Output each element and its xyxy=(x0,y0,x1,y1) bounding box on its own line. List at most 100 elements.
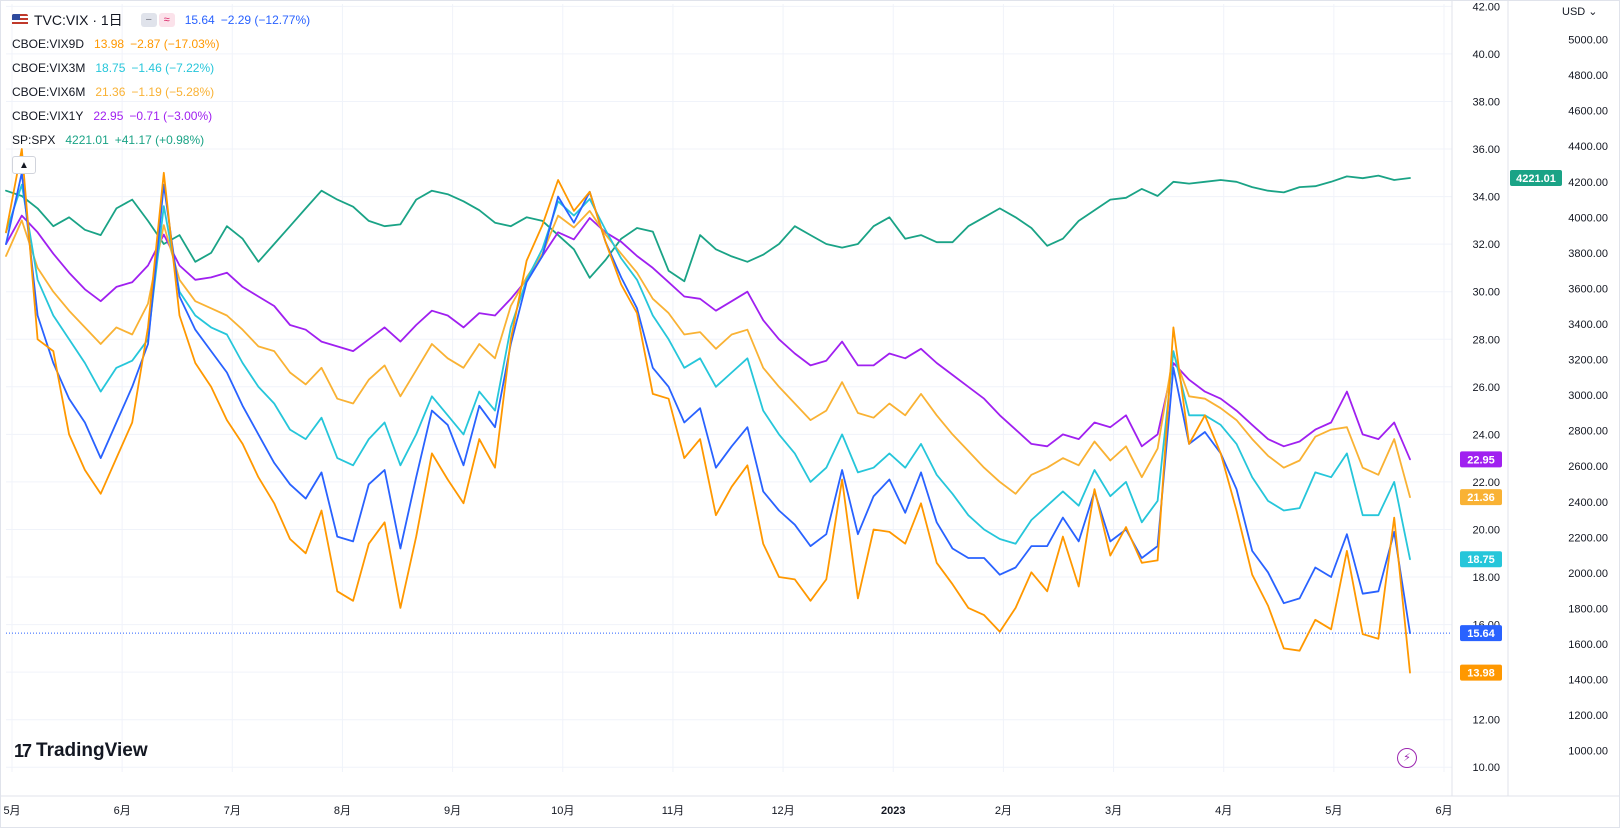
currency-label: USD xyxy=(1562,6,1586,18)
y-right-tick-label: 4800.00 xyxy=(1568,70,1608,82)
y-right-tick-label: 5000.00 xyxy=(1568,35,1608,47)
us-flag-icon xyxy=(12,14,28,26)
price-badge xyxy=(1460,664,1502,681)
series-line xyxy=(5,183,1411,561)
x-tick-label: 7月 xyxy=(224,805,241,817)
y-left-tick-label: 38.00 xyxy=(1472,96,1500,108)
series-line xyxy=(5,171,1411,634)
legend-symbol[interactable]: CBOE:VIX9D xyxy=(12,37,85,51)
legend-symbol[interactable]: TVC:VIX · 1日 xyxy=(34,12,123,28)
legend-symbol[interactable]: CBOE:VIX1Y xyxy=(12,109,84,123)
y-right-tick-label: 3800.00 xyxy=(1568,248,1608,260)
legend-value: 4221.01 xyxy=(65,133,109,147)
y-right-tick-label: 1400.00 xyxy=(1568,675,1608,687)
price-badge xyxy=(1460,451,1502,468)
y-left-tick-label: 40.00 xyxy=(1472,49,1500,61)
price-badge-label: 22.95 xyxy=(1467,454,1495,466)
x-tick-label: 5月 xyxy=(3,805,20,817)
price-badge xyxy=(1460,551,1502,568)
legend-row[interactable]: CBOE:VIX9D 13.98 −2.87 (−17.03%) xyxy=(12,32,316,56)
legend-symbol[interactable]: CBOE:VIX6M xyxy=(12,85,86,99)
series-line xyxy=(5,174,1411,283)
minus-icon[interactable]: − xyxy=(140,13,157,27)
price-badge-label: 21.36 xyxy=(1467,492,1495,504)
y-left-tick-label: 20.00 xyxy=(1472,524,1500,536)
x-tick-label: 11月 xyxy=(662,805,684,817)
legend-change: −1.46 (−7.22%) xyxy=(131,61,215,75)
brand-name: TradingView xyxy=(36,740,148,761)
price-badge xyxy=(1460,625,1502,642)
y-left-tick-label: 26.00 xyxy=(1472,382,1500,394)
legend-value: 22.95 xyxy=(93,109,124,123)
x-tick-label: 12月 xyxy=(771,805,794,817)
legend-row[interactable]: SP:SPX 4221.01 +41.17 (+0.98%) xyxy=(12,128,316,152)
y-right-tick-label: 3200.00 xyxy=(1568,355,1608,367)
legend-symbol[interactable]: CBOE:VIX3M xyxy=(12,61,86,75)
x-tick-label: 9月 xyxy=(444,805,461,817)
y-right-tick-label: 4000.00 xyxy=(1568,212,1608,224)
legend-change: −2.29 (−12.77%) xyxy=(220,13,311,27)
y-right-tick-label: 2600.00 xyxy=(1568,461,1608,473)
legend-change: +41.17 (+0.98%) xyxy=(114,133,205,147)
legend-change: −2.87 (−17.03%) xyxy=(130,37,220,51)
x-tick-label: 2月 xyxy=(995,805,1012,817)
y-right-tick-label: 1000.00 xyxy=(1568,746,1608,758)
wave-icon[interactable]: ≈ xyxy=(158,13,175,27)
legend-value: 13.98 xyxy=(94,37,125,51)
y-right-tick-label: 1600.00 xyxy=(1568,639,1608,651)
price-badge-label: 18.75 xyxy=(1467,554,1495,566)
chevron-down-icon: ⌄ xyxy=(1588,6,1598,18)
x-tick-label: 4月 xyxy=(1215,805,1232,817)
price-badge-label: 15.64 xyxy=(1467,628,1495,640)
currency-selector[interactable]: USD ⌄ xyxy=(1562,5,1598,18)
legend-row[interactable]: CBOE:VIX6M 21.36 −1.19 (−5.28%) xyxy=(12,80,316,104)
legend-value: 15.64 xyxy=(184,13,215,27)
y-left-tick-label: 12.00 xyxy=(1472,715,1500,727)
x-tick-label: 2023 xyxy=(881,805,905,817)
y-left-tick-label: 32.00 xyxy=(1472,239,1500,251)
y-right-tick-label: 2200.00 xyxy=(1568,532,1608,544)
x-tick-label: 6月 xyxy=(1435,805,1452,817)
y-left-tick-label: 42.00 xyxy=(1472,1,1500,13)
y-right-tick-label: 1800.00 xyxy=(1568,603,1608,615)
legend-row-main[interactable]: TVC:VIX · 1日 − ≈ 15.64 −2.29 (−12.77%) xyxy=(12,8,316,32)
y-right-tick-label: 3400.00 xyxy=(1568,319,1608,331)
chart-legend: TVC:VIX · 1日 − ≈ 15.64 −2.29 (−12.77%) C… xyxy=(12,8,316,174)
legend-value: 18.75 xyxy=(95,61,126,75)
price-badge xyxy=(1460,489,1502,506)
y-right-tick-label: 2400.00 xyxy=(1568,497,1608,509)
y-left-tick-label: 18.00 xyxy=(1472,572,1500,584)
y-right-tick-label: 4600.00 xyxy=(1568,106,1608,118)
y-right-tick-label: 1200.00 xyxy=(1568,710,1608,722)
price-badge-label: 13.98 xyxy=(1467,668,1495,680)
x-tick-label: 6月 xyxy=(114,805,131,817)
chevron-up-icon[interactable]: ▲ xyxy=(12,156,36,174)
y-left-tick-label: 34.00 xyxy=(1472,192,1500,204)
y-left-tick-label: 22.00 xyxy=(1472,477,1500,489)
x-tick-label: 3月 xyxy=(1105,805,1122,817)
legend-toggle-pills[interactable]: − ≈ xyxy=(140,13,175,27)
legend-row[interactable]: CBOE:VIX1Y 22.95 −0.71 (−3.00%) xyxy=(12,104,316,128)
y-left-tick-label: 10.00 xyxy=(1472,762,1500,774)
x-tick-label: 8月 xyxy=(334,805,351,817)
y-left-tick-label: 28.00 xyxy=(1472,334,1500,346)
tradingview-logo[interactable]: 17 TradingView xyxy=(14,740,148,762)
y-right-tick-label: 4400.00 xyxy=(1568,141,1608,153)
y-right-tick-label: 2000.00 xyxy=(1568,568,1608,580)
y-left-tick-label: 36.00 xyxy=(1472,144,1500,156)
x-tick-label: 5月 xyxy=(1325,805,1342,817)
series-line xyxy=(5,209,1411,499)
legend-change: −0.71 (−3.00%) xyxy=(129,109,213,123)
series-line xyxy=(5,148,1411,674)
y-right-tick-label: 3000.00 xyxy=(1568,390,1608,402)
tradingview-logo-icon: 17 xyxy=(14,740,32,761)
legend-value: 21.36 xyxy=(95,85,126,99)
lightning-icon[interactable]: ⚡ xyxy=(1397,748,1417,768)
y-left-tick-label: 30.00 xyxy=(1472,287,1500,299)
x-tick-label: 10月 xyxy=(551,805,574,817)
legend-symbol[interactable]: SP:SPX xyxy=(12,133,56,147)
legend-row[interactable]: CBOE:VIX3M 18.75 −1.46 (−7.22%) xyxy=(12,56,316,80)
y-right-tick-label: 4200.00 xyxy=(1568,177,1608,189)
legend-change: −1.19 (−5.28%) xyxy=(131,85,215,99)
